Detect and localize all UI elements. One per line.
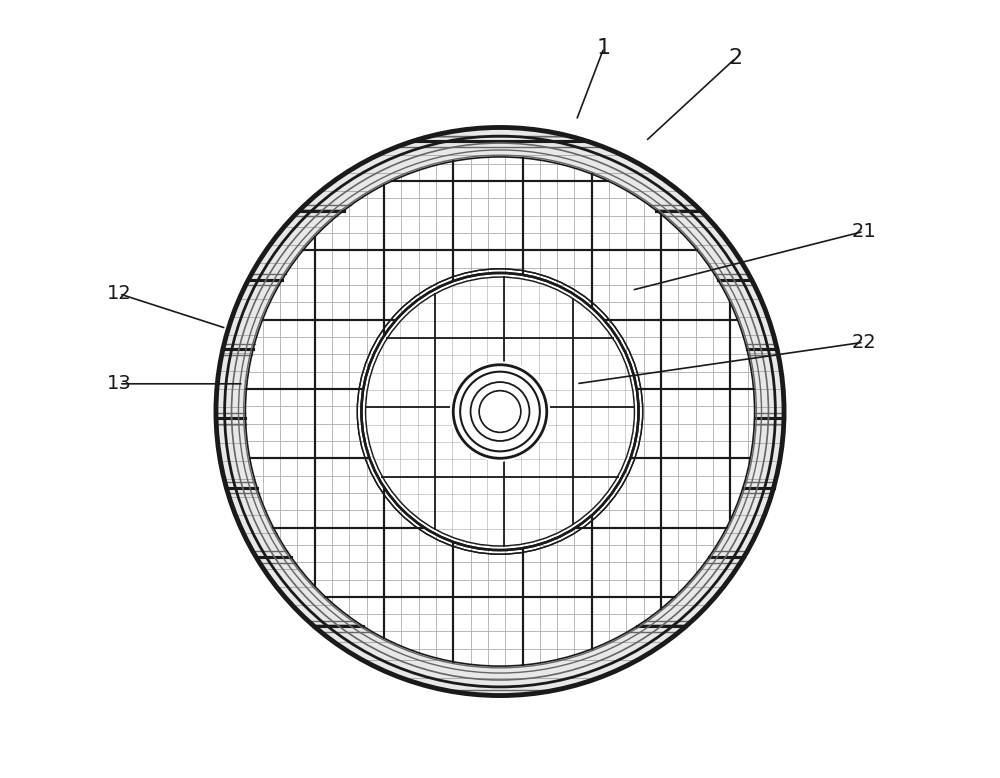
Circle shape (481, 392, 519, 430)
Circle shape (216, 128, 784, 696)
Text: 1: 1 (597, 38, 611, 58)
Circle shape (361, 273, 639, 550)
Circle shape (245, 157, 755, 666)
Circle shape (452, 363, 548, 460)
Circle shape (216, 128, 784, 696)
Text: 21: 21 (851, 222, 876, 241)
Circle shape (450, 362, 550, 461)
Circle shape (366, 277, 634, 546)
Text: 22: 22 (851, 333, 876, 352)
Text: 13: 13 (107, 374, 131, 394)
Text: 2: 2 (728, 48, 743, 68)
Circle shape (481, 392, 519, 430)
Text: 12: 12 (107, 284, 131, 303)
